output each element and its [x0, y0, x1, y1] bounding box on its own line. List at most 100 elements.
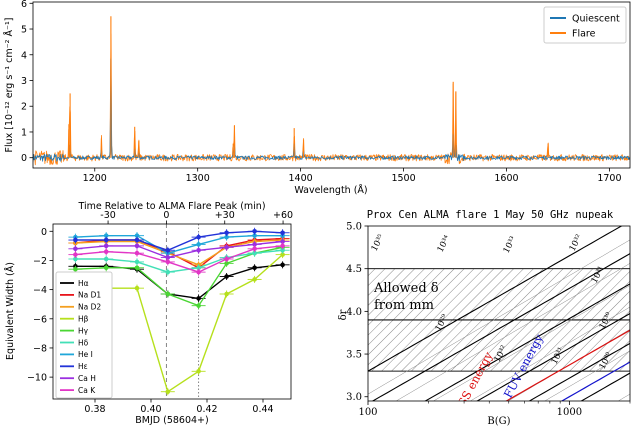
ew-series-9-point-7 — [280, 243, 285, 249]
spectrum-frame — [32, 1, 631, 169]
tess-energy-curve — [505, 329, 630, 401]
ew-legend-label-8: Ca H — [78, 374, 96, 383]
ew-ytick-label-−2: −2 — [33, 256, 47, 267]
contour-label-1: 10³⁴ — [436, 233, 453, 254]
spectrum-ytick-label-3: 3 — [21, 76, 27, 87]
spectrum-ytick-label-4: 4 — [21, 50, 27, 61]
ew-legend-label-2: Na D2 — [78, 303, 101, 312]
ew-series-5-point-2 — [134, 259, 140, 265]
energy-contour-0 — [368, 226, 623, 372]
ew-series-8-point-6 — [252, 242, 257, 247]
ew-series-3-point-2 — [134, 285, 140, 291]
ew-series-3-point-4 — [196, 368, 201, 374]
equivalent-width-panel: 0.38 0.40 0.42 0.44 0 −2 −4 −6 −8 −10 -30 0 +30 +60 T… — [4, 201, 293, 426]
thin-contour-2 — [433, 285, 630, 401]
ew-series-8-point-0 — [73, 246, 78, 252]
ew-series-7-point-5 — [224, 230, 229, 236]
ew-series-8-point-1 — [103, 243, 109, 249]
ew-legend-label-3: Hβ — [78, 315, 89, 324]
ew-series-4-point-2 — [134, 265, 140, 271]
ew-series-7-point-7 — [280, 230, 285, 236]
ew-series-5-line — [75, 249, 283, 273]
spectrum-xtick-label-1200: 1200 — [83, 173, 107, 184]
ew-legend-label-7: Hε — [78, 362, 88, 371]
ew-series-7-point-2 — [134, 237, 140, 243]
ew-ytick-label-−4: −4 — [33, 285, 47, 296]
bfield-ytick-label-3.0: 3.0 — [346, 392, 362, 403]
ew-ytick-label-0: 0 — [41, 227, 47, 238]
ew-series-9-point-3 — [165, 259, 171, 265]
ew-series-8-point-7 — [280, 239, 285, 244]
ew-series-0-point-5 — [224, 274, 229, 279]
ew-series-5-point-1 — [103, 256, 109, 262]
legend-label-flare: Flare — [572, 29, 596, 40]
ew-xtick-label-0.44: 0.44 — [252, 404, 273, 415]
thin-contour-3 — [469, 306, 630, 401]
energy-contour-2 — [424, 283, 630, 401]
ew-series-3-point-5 — [224, 291, 229, 297]
ew-series-8-point-4 — [196, 247, 201, 253]
ew-series-4-point-4 — [196, 303, 201, 308]
ew-series-5-point-4 — [196, 265, 201, 271]
ew-series-5-point-7 — [280, 247, 285, 253]
ew-series-0-point-4 — [196, 296, 201, 301]
spectrum-line-quiescent — [33, 74, 630, 162]
ew-series-9-point-2 — [134, 250, 140, 256]
ew-series-9-point-4 — [196, 269, 201, 275]
spectrum-plot-area — [33, 16, 630, 166]
ew-series-9-point-0 — [73, 252, 78, 257]
ew-xtick-label-0.38: 0.38 — [84, 404, 105, 415]
allowed-region-label-line2: from mm — [374, 298, 434, 313]
spectrum-ytick-label-1: 1 — [21, 127, 27, 138]
bfield-xlabel: B(G) — [487, 416, 510, 427]
ew-series-7-point-6 — [252, 228, 257, 234]
bfield-axes: 100 1000 3.0 3.5 4.0 4.5 5.0 — [346, 222, 631, 418]
ew-series-7-point-3 — [165, 247, 171, 253]
bfield-ylabel: δr — [338, 309, 349, 320]
ew-series-7-point-1 — [103, 237, 109, 243]
contour-label-0: 10³⁵ — [370, 232, 387, 253]
energy-contour-5 — [580, 372, 630, 401]
ew-ylabel: Equivalent Width (Å) — [4, 262, 16, 360]
ew-top-xtick-label-1: 0 — [163, 210, 169, 221]
energy-contour-4 — [528, 342, 630, 401]
energy-contour-3 — [476, 312, 630, 401]
spectrum-panel: 1200 1300 1400 1500 1600 1700 0 1 2 3 4 5 6 Waveleng… — [3, 0, 631, 196]
spectrum-xtick-label-1400: 1400 — [289, 173, 313, 184]
ew-top-xtick-label-0: -30 — [100, 210, 116, 221]
spectrum-ytick-label-2: 2 — [21, 102, 27, 113]
spectrum-ytick-label-6: 6 — [21, 0, 27, 10]
bfield-title: Prox Cen ALMA flare 1 May 50 GHz nupeak — [367, 209, 614, 221]
ew-series-8-point-5 — [224, 245, 229, 250]
spectrum-xtick-label-1700: 1700 — [597, 173, 621, 184]
ew-series-7-point-4 — [196, 234, 201, 240]
ew-legend-label-9: Ca K — [78, 386, 96, 395]
ew-series-8-point-3 — [165, 255, 171, 260]
bfield-xtick-label-1000: 1000 — [557, 407, 582, 418]
ew-series-5-point-3 — [165, 269, 171, 275]
spectrum-legend: Quiescent Flare — [543, 6, 627, 44]
ew-series-0-point-7 — [280, 262, 285, 268]
ew-series-9-point-6 — [252, 246, 257, 252]
bfield-ytick-label-3.5: 3.5 — [346, 350, 362, 361]
ew-series-4-point-1 — [103, 265, 109, 271]
ew-series-6-point-2 — [134, 233, 140, 238]
ew-series-4-point-3 — [165, 291, 171, 297]
spectrum-ylabel: Flux [10⁻¹² erg s⁻¹ cm⁻² Å⁻¹] — [3, 18, 15, 153]
ew-series-4-point-5 — [224, 261, 229, 266]
thin-contour-5 — [544, 350, 630, 401]
ew-ytick-label-−10: −10 — [27, 373, 47, 384]
ew-series-3-point-6 — [252, 277, 257, 282]
ew-series-0-point-6 — [252, 265, 257, 271]
bfield-ytick-label-4.0: 4.0 — [346, 307, 362, 318]
ew-series-3-point-3 — [165, 389, 171, 395]
ew-legend-label-4: Hγ — [78, 326, 89, 335]
ew-series-8-point-2 — [134, 243, 140, 249]
ew-series-9-point-1 — [103, 249, 109, 255]
spectrum-ytick-label-5: 5 — [21, 25, 27, 36]
ew-top-xtick-label-2: +30 — [215, 210, 235, 221]
contour-label-2: 10³³ — [502, 235, 519, 255]
ew-xtick-label-0.40: 0.40 — [140, 404, 161, 415]
